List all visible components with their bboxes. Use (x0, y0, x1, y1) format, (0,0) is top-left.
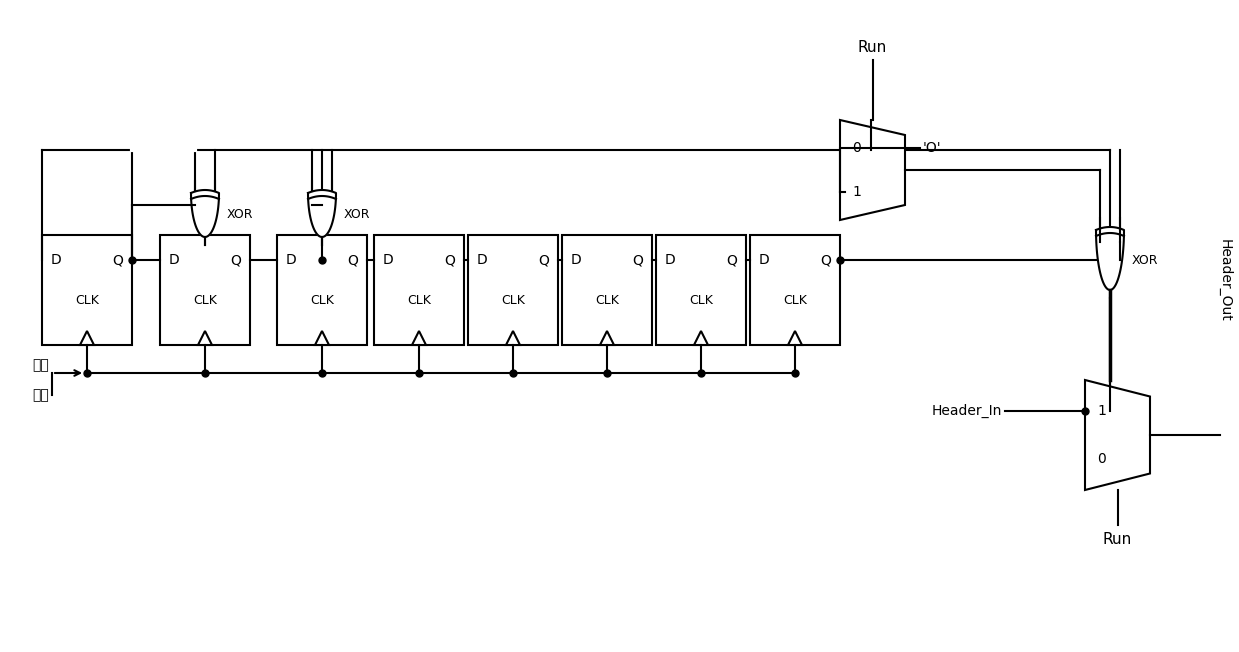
Polygon shape (315, 331, 330, 345)
Text: 同步: 同步 (32, 358, 50, 372)
Polygon shape (1085, 380, 1150, 490)
Polygon shape (413, 331, 426, 345)
Text: D: D (477, 253, 488, 267)
Text: Q: Q (538, 253, 549, 267)
Text: Q: Q (726, 253, 737, 267)
Text: Header_Out: Header_Out (1218, 239, 1232, 321)
Text: Header_In: Header_In (932, 404, 1002, 418)
Polygon shape (191, 190, 219, 237)
Text: Q: Q (230, 253, 242, 267)
Text: CLK: CLK (76, 293, 99, 306)
Bar (278, 235, 367, 345)
Text: CLK: CLK (783, 293, 807, 306)
Polygon shape (788, 331, 802, 345)
Text: Q: Q (632, 253, 643, 267)
Text: 1: 1 (1097, 404, 1106, 418)
Polygon shape (840, 120, 904, 220)
Text: D: D (169, 253, 180, 267)
Bar (468, 235, 558, 345)
Polygon shape (1097, 227, 1124, 290)
Bar (160, 235, 250, 345)
Text: XOR: XOR (1132, 254, 1158, 267)
Text: CLK: CLK (595, 293, 620, 306)
Polygon shape (600, 331, 615, 345)
Text: D: D (286, 253, 297, 267)
Text: D: D (51, 253, 62, 267)
Text: CLK: CLK (310, 293, 335, 306)
Text: 脉冲: 脉冲 (32, 388, 50, 402)
Text: CLK: CLK (408, 293, 431, 306)
Text: Q: Q (347, 253, 358, 267)
Polygon shape (694, 331, 707, 345)
Polygon shape (81, 331, 94, 345)
Bar (563, 235, 652, 345)
Text: Q: Q (820, 253, 831, 267)
Text: CLK: CLK (193, 293, 217, 306)
Bar (655, 235, 746, 345)
Text: CLK: CLK (689, 293, 712, 306)
Bar (42, 235, 133, 345)
Text: Run: Run (857, 40, 887, 55)
Polygon shape (309, 190, 336, 237)
Text: D: D (665, 253, 675, 267)
Bar (374, 235, 463, 345)
Text: 1: 1 (852, 185, 861, 199)
Text: 0: 0 (852, 141, 861, 155)
Text: D: D (571, 253, 582, 267)
Text: XOR: XOR (227, 209, 254, 222)
Bar (750, 235, 840, 345)
Text: CLK: CLK (501, 293, 525, 306)
Text: Q: Q (112, 253, 123, 267)
Text: 0: 0 (1097, 452, 1105, 466)
Text: 'O': 'O' (923, 141, 942, 155)
Text: D: D (383, 253, 394, 267)
Text: XOR: XOR (344, 209, 370, 222)
Polygon shape (506, 331, 520, 345)
Polygon shape (198, 331, 212, 345)
Text: Run: Run (1103, 531, 1132, 546)
Text: D: D (760, 253, 769, 267)
Text: Q: Q (444, 253, 455, 267)
